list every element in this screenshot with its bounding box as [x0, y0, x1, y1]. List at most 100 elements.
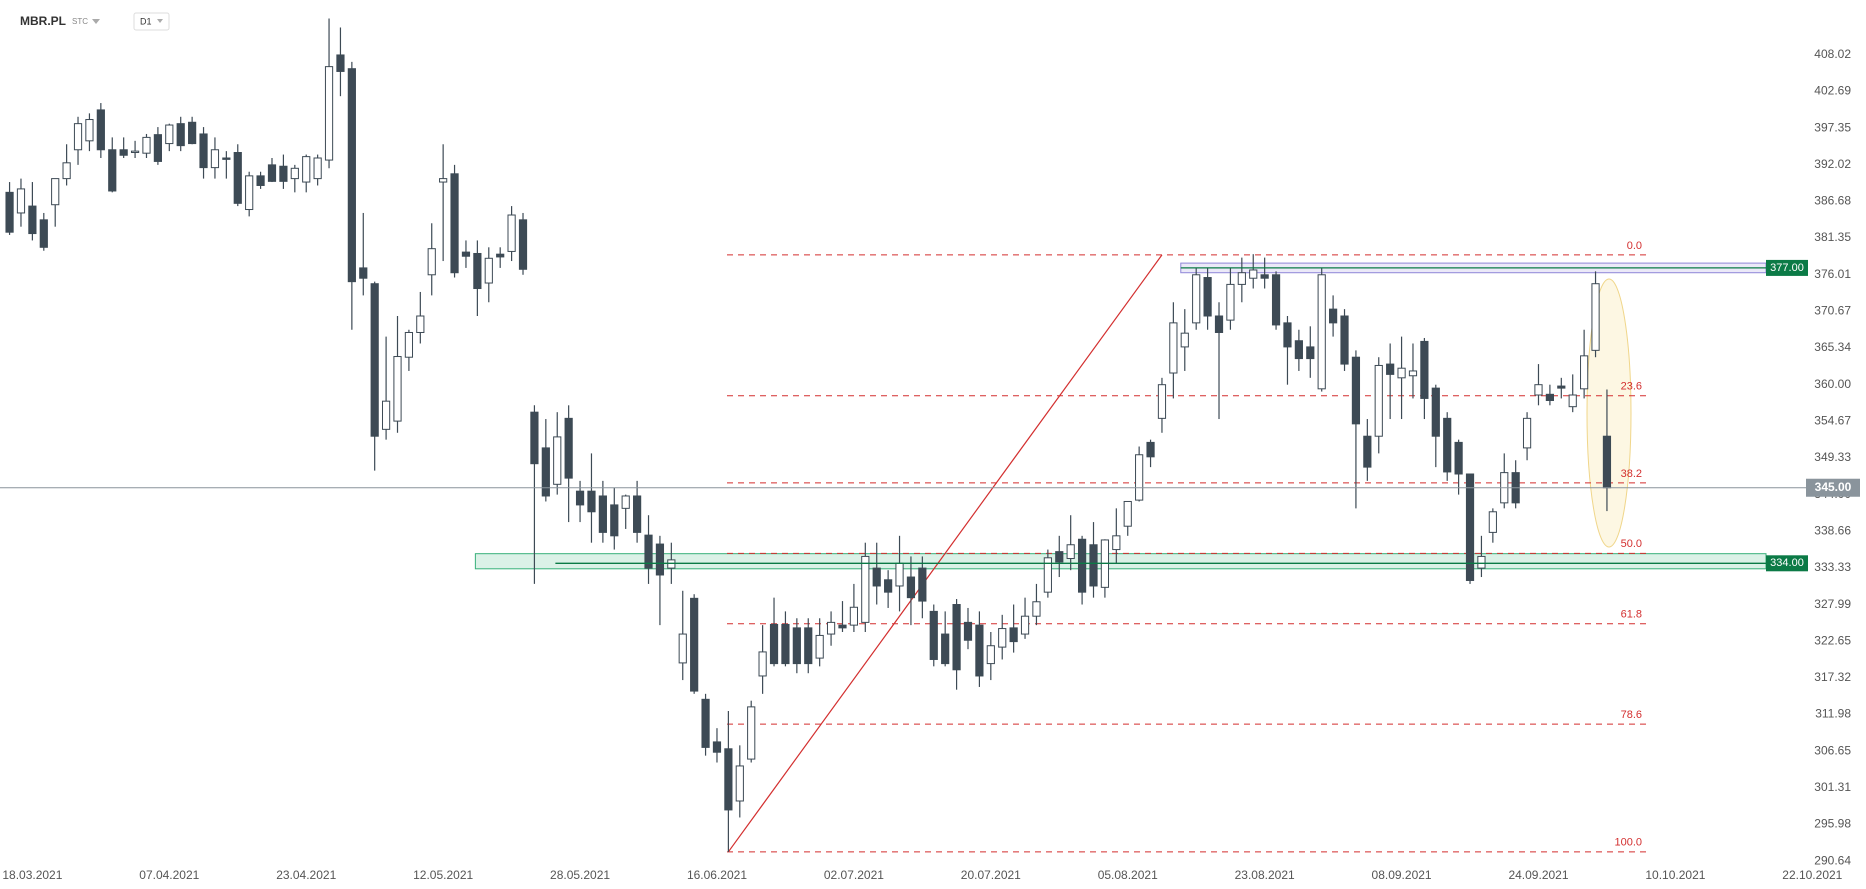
y-tick-label: 311.98 [1815, 707, 1851, 721]
candles-layer [5, 18, 1612, 852]
candle-body [678, 633, 687, 664]
level-label-box [1766, 555, 1808, 572]
candle-body [1431, 387, 1440, 437]
candle-body [758, 651, 767, 677]
candle-body [267, 164, 277, 182]
candle-body [986, 645, 995, 665]
candle-body [404, 331, 414, 358]
candle-body [427, 248, 436, 276]
candle-body [895, 562, 904, 587]
candle-body [712, 741, 722, 753]
candle-body [1591, 283, 1600, 351]
level-label: 377.00 [1770, 262, 1804, 274]
y-tick-label: 338.66 [1814, 523, 1851, 537]
x-tick-label: 28.05.2021 [550, 868, 610, 882]
candle-body [347, 68, 356, 283]
candle-body [792, 627, 801, 665]
candle-body [233, 152, 242, 204]
candle-body [804, 627, 813, 665]
candle-body [28, 205, 37, 235]
candle-body [1580, 355, 1589, 390]
candle-body [587, 490, 596, 513]
candle-body [279, 165, 288, 182]
dropdown-arrow[interactable] [92, 19, 100, 24]
y-tick-label: 322.65 [1814, 633, 1851, 647]
candle-body [1454, 441, 1463, 475]
candle-body [1306, 346, 1315, 360]
current-price-box [1806, 478, 1860, 497]
candle-body [826, 621, 836, 635]
candle-body [51, 178, 60, 206]
fib-label: 78.6 [1621, 709, 1642, 721]
candle-body [906, 576, 916, 599]
x-tick-label: 20.07.2021 [961, 868, 1021, 882]
y-tick-label: 354.67 [1814, 413, 1851, 427]
candle-body [1249, 269, 1258, 279]
candle-body [473, 252, 482, 290]
candle-body [621, 495, 630, 509]
candle-body [963, 621, 973, 641]
candle-body [998, 628, 1007, 648]
candle-body [861, 555, 870, 623]
y-tick-label: 295.98 [1814, 817, 1851, 831]
candle-body [1226, 283, 1235, 321]
current-price-label: 345.00 [1815, 480, 1852, 494]
candle-body [188, 121, 197, 145]
candle-body [1157, 384, 1167, 419]
candle-body [439, 178, 448, 183]
candle-body [1568, 394, 1577, 408]
market[interactable]: STC [72, 17, 88, 26]
candle-body [62, 162, 71, 180]
candle-body [598, 495, 607, 533]
x-tick-label: 12.05.2021 [413, 868, 473, 882]
candle-body [153, 134, 162, 162]
symbol[interactable]: MBR.PL [20, 14, 66, 28]
x-tick-label: 02.07.2021 [824, 868, 884, 882]
candle-body [1192, 274, 1201, 324]
candle-body [929, 610, 938, 660]
y-tick-label: 301.31 [1814, 780, 1851, 794]
candle-body [1329, 308, 1338, 324]
fib-label: 0.0 [1627, 240, 1642, 252]
candle-body [541, 447, 550, 497]
y-tick-label: 306.65 [1814, 743, 1851, 757]
candle-body [484, 257, 493, 284]
x-tick-label: 08.09.2021 [1372, 868, 1432, 882]
candle-body [884, 579, 893, 593]
x-tick-label: 23.08.2021 [1235, 868, 1295, 882]
candle-body [313, 157, 322, 180]
x-tick-label: 10.10.2021 [1645, 868, 1705, 882]
candle-body [1294, 340, 1303, 360]
candle-body [1557, 385, 1566, 389]
interval-select[interactable] [133, 12, 170, 31]
candle-body [1488, 511, 1497, 533]
candle-body [1032, 601, 1041, 617]
interval[interactable]: D1 [140, 16, 152, 26]
candle-body [16, 188, 26, 214]
level-label-box [1766, 259, 1808, 276]
candle-body [1043, 557, 1052, 593]
fib-label: 100.0 [1614, 837, 1642, 849]
candle-body [1112, 535, 1121, 551]
candle-body [553, 436, 562, 485]
y-tick-label: 360.00 [1814, 377, 1851, 391]
candle-body [245, 175, 254, 211]
candle-body [1180, 332, 1189, 348]
candle-body [1009, 627, 1018, 643]
candle-body [655, 543, 665, 576]
candle-body [461, 251, 471, 257]
candle-body [119, 149, 128, 156]
candle-body [1602, 435, 1612, 489]
x-tick-label: 05.08.2021 [1098, 868, 1158, 882]
candle-body [381, 400, 391, 430]
x-tick-label: 18.03.2021 [2, 868, 62, 882]
fib-label: 23.6 [1621, 381, 1642, 393]
dropdown-arrow[interactable] [157, 19, 163, 23]
candle-body [130, 150, 140, 154]
y-tick-label: 327.99 [1814, 597, 1851, 611]
fib-trend-line [727, 254, 1163, 853]
candle-body [518, 219, 528, 270]
candle-body [1135, 454, 1144, 501]
y-tick-label: 370.67 [1814, 304, 1851, 318]
